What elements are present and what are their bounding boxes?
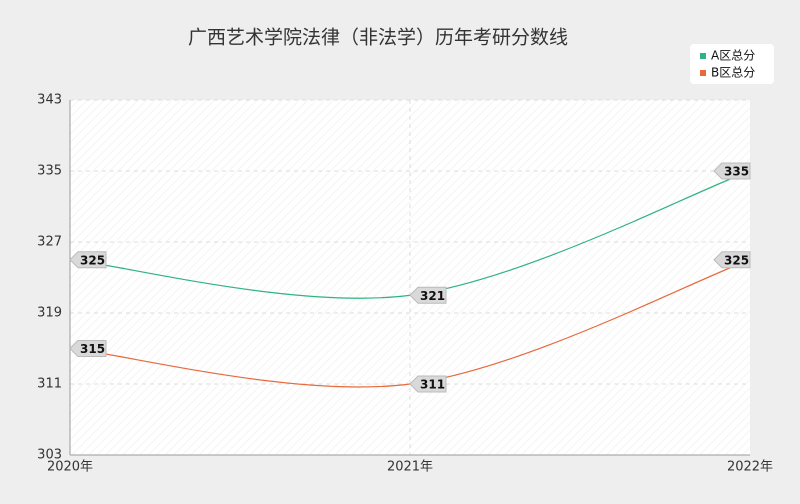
data-label-box — [69, 340, 107, 357]
y-tick-label: 327 — [37, 235, 62, 250]
y-tick-label: 303 — [37, 448, 62, 463]
x-tick-label: 2022年 — [727, 460, 773, 475]
data-label-box — [409, 286, 447, 304]
y-tick-label: 311 — [37, 377, 62, 392]
data-label-box — [69, 251, 107, 269]
legend-label: A区总分 — [711, 49, 755, 63]
chart-title: 广西艺术学院法律（非法学）历年考研分数线 — [188, 27, 568, 49]
data-label-box — [713, 251, 751, 269]
data-label: 325 — [724, 253, 749, 267]
x-tick-label: 2021年 — [387, 460, 433, 475]
data-label: 335 — [724, 165, 749, 179]
data-label-box — [713, 162, 751, 180]
x-tick-label: 2020年 — [47, 460, 93, 475]
data-label: 311 — [420, 378, 445, 392]
y-tick-label: 319 — [37, 306, 62, 321]
data-label-box — [409, 375, 447, 393]
y-tick-label: 343 — [37, 93, 62, 108]
legend-box — [690, 44, 774, 84]
data-label: 321 — [420, 289, 445, 303]
data-label: 325 — [80, 253, 105, 267]
legend-label: B区总分 — [711, 66, 755, 80]
data-label: 315 — [80, 342, 105, 356]
legend-marker — [700, 53, 706, 59]
legend-marker — [700, 70, 706, 76]
y-tick-label: 335 — [37, 164, 62, 179]
